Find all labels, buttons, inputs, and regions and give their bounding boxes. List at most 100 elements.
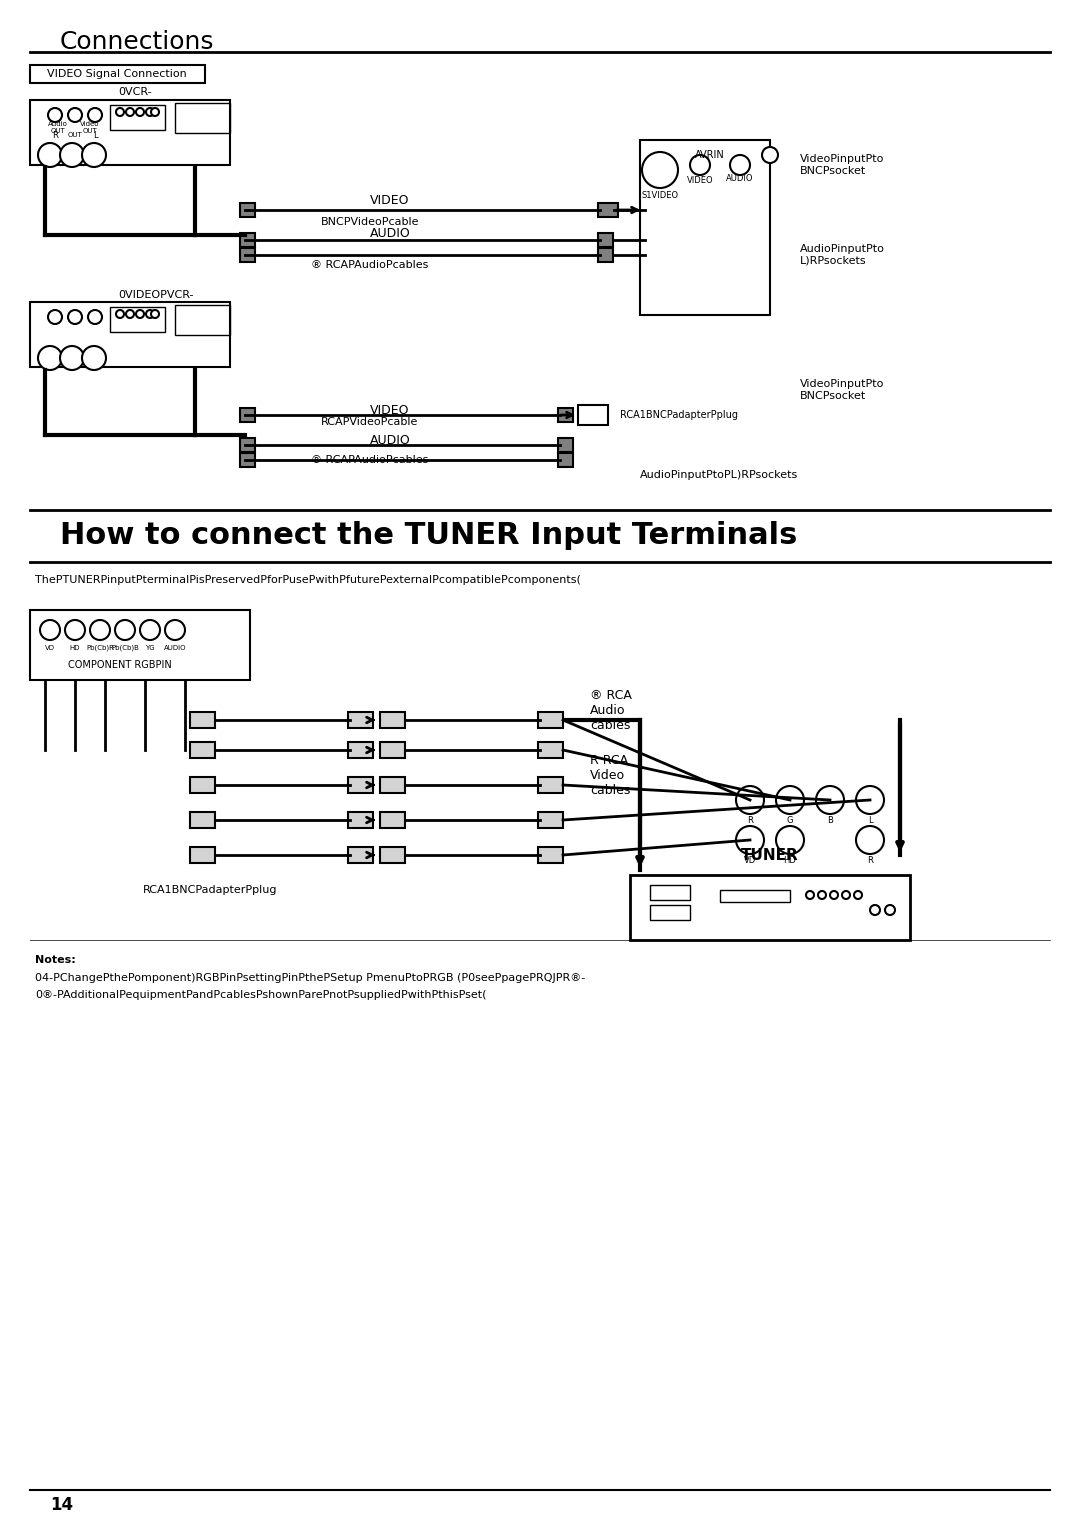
Circle shape — [68, 310, 82, 324]
Bar — [538, 712, 563, 727]
Bar — [720, 889, 789, 902]
Bar — [190, 743, 215, 758]
Bar — [538, 811, 563, 828]
Text: How to connect the TUNER Input Terminals: How to connect the TUNER Input Terminals — [60, 521, 797, 550]
Bar — [190, 712, 215, 727]
Circle shape — [856, 827, 885, 854]
Circle shape — [90, 620, 110, 640]
Bar — [598, 203, 618, 217]
Bar — [348, 743, 373, 758]
Text: Notes:: Notes: — [35, 955, 76, 966]
Bar — [175, 102, 230, 133]
Bar — [650, 885, 690, 900]
Bar — [30, 66, 205, 83]
Text: AVRIN: AVRIN — [696, 150, 725, 160]
Circle shape — [140, 620, 160, 640]
Circle shape — [870, 905, 880, 915]
Bar — [190, 847, 215, 863]
Text: R: R — [52, 130, 58, 139]
Text: OUT: OUT — [68, 131, 82, 138]
Circle shape — [806, 891, 814, 898]
Text: R: R — [747, 816, 753, 825]
Bar — [598, 232, 613, 248]
Text: VideoPinputPto
BNCPsocket: VideoPinputPto BNCPsocket — [800, 379, 885, 400]
Text: VIDEO: VIDEO — [370, 194, 409, 206]
Circle shape — [68, 108, 82, 122]
Text: VIDEO: VIDEO — [370, 403, 409, 417]
Circle shape — [816, 785, 843, 814]
Bar — [110, 307, 165, 332]
Bar — [175, 306, 230, 335]
Bar — [538, 847, 563, 863]
Bar — [650, 905, 690, 920]
Bar — [348, 811, 373, 828]
Circle shape — [136, 310, 144, 318]
Text: Pb(Cb)B: Pb(Cb)B — [111, 645, 139, 651]
Text: RCA1BNCPadapterPplug: RCA1BNCPadapterPplug — [620, 410, 738, 420]
Circle shape — [116, 108, 124, 116]
Bar — [640, 141, 770, 315]
Text: VideoPinputPto
BNCPsocket: VideoPinputPto BNCPsocket — [800, 154, 885, 176]
Circle shape — [730, 154, 750, 176]
Text: YG: YG — [145, 645, 154, 651]
Circle shape — [87, 310, 102, 324]
Text: TUNER: TUNER — [741, 848, 799, 862]
Circle shape — [60, 144, 84, 167]
Bar — [380, 847, 405, 863]
Circle shape — [885, 905, 895, 915]
Circle shape — [40, 620, 60, 640]
Bar — [538, 778, 563, 793]
Text: AUDIO: AUDIO — [726, 174, 754, 182]
Text: Connections: Connections — [60, 31, 215, 53]
Circle shape — [60, 345, 84, 370]
Bar — [240, 452, 255, 468]
Bar — [30, 99, 230, 165]
Bar — [380, 811, 405, 828]
Text: 0VIDEOPVCR-: 0VIDEOPVCR- — [118, 290, 193, 299]
Circle shape — [831, 891, 838, 898]
Bar — [240, 232, 255, 248]
Circle shape — [38, 345, 62, 370]
Bar — [240, 203, 255, 217]
Circle shape — [151, 310, 159, 318]
Bar — [30, 303, 230, 367]
Bar — [240, 248, 255, 261]
Text: AUDIO: AUDIO — [369, 226, 410, 240]
Bar — [348, 847, 373, 863]
Circle shape — [642, 151, 678, 188]
Circle shape — [690, 154, 710, 176]
Bar — [348, 712, 373, 727]
Circle shape — [82, 345, 106, 370]
Text: R RCA
Video
cables: R RCA Video cables — [590, 753, 631, 796]
Text: Pb(Cb)R: Pb(Cb)R — [86, 645, 113, 651]
Circle shape — [116, 310, 124, 318]
Bar — [380, 778, 405, 793]
Circle shape — [777, 827, 804, 854]
Text: G: G — [786, 816, 793, 825]
Text: 14: 14 — [50, 1496, 73, 1514]
Bar — [30, 610, 249, 680]
Circle shape — [65, 620, 85, 640]
Circle shape — [856, 785, 885, 814]
Circle shape — [151, 108, 159, 116]
Text: VIDEO: VIDEO — [687, 176, 713, 185]
Text: HD: HD — [70, 645, 80, 651]
Bar — [348, 778, 373, 793]
Bar — [538, 743, 563, 758]
Bar — [110, 105, 165, 130]
Circle shape — [818, 891, 826, 898]
Bar — [240, 408, 255, 422]
Text: ® RCAPAudioPcables: ® RCAPAudioPcables — [311, 455, 429, 465]
Text: AUDIO: AUDIO — [369, 434, 410, 446]
Text: COMPONENT RGBPIN: COMPONENT RGBPIN — [68, 660, 172, 669]
Text: AudioPinputPtoPL)RPsockets: AudioPinputPtoPL)RPsockets — [640, 471, 798, 480]
Text: HD: HD — [784, 856, 796, 865]
Text: RCAPVideoPcable: RCAPVideoPcable — [322, 417, 419, 426]
Circle shape — [735, 827, 764, 854]
Text: ThePTUNERPinputPterminalPisPreservedPforPusePwithPfuturePexternalPcompatiblePcom: ThePTUNERPinputPterminalPisPreservedPfor… — [35, 575, 581, 585]
Circle shape — [48, 310, 62, 324]
Circle shape — [136, 108, 144, 116]
Circle shape — [38, 144, 62, 167]
Text: AudioPinputPto
L)RPsockets: AudioPinputPto L)RPsockets — [800, 244, 885, 266]
Bar — [190, 811, 215, 828]
